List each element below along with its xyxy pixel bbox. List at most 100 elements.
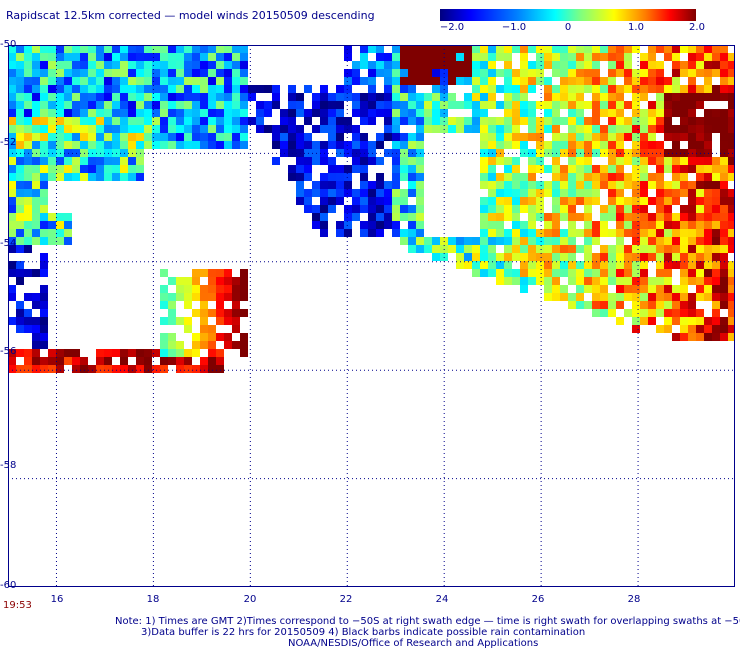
wind-cell xyxy=(120,125,128,133)
wind-cell xyxy=(184,69,192,77)
wind-cell xyxy=(40,157,48,165)
wind-cell xyxy=(536,133,544,141)
wind-cell xyxy=(408,53,416,61)
wind-cell xyxy=(488,133,496,141)
wind-cell xyxy=(224,61,232,69)
wind-cell xyxy=(448,125,456,133)
wind-cell xyxy=(24,325,32,333)
wind-cell xyxy=(112,53,120,61)
wind-cell xyxy=(688,157,696,165)
wind-cell xyxy=(720,181,728,189)
wind-cell xyxy=(248,85,256,93)
wind-cell xyxy=(688,53,696,61)
wind-cell xyxy=(488,77,496,85)
wind-cell xyxy=(160,61,168,69)
wind-cell xyxy=(520,141,528,149)
wind-cell xyxy=(408,205,416,213)
wind-cell xyxy=(712,61,720,69)
wind-cell xyxy=(168,277,176,285)
wind-cell xyxy=(488,237,496,245)
wind-cell xyxy=(152,85,160,93)
wind-cell xyxy=(560,93,568,101)
wind-cell xyxy=(144,77,152,85)
wind-cell xyxy=(664,45,672,53)
wind-cell xyxy=(560,69,568,77)
wind-cell xyxy=(544,293,552,301)
wind-cell xyxy=(208,101,216,109)
wind-cell xyxy=(160,333,168,341)
wind-cell xyxy=(432,69,440,77)
wind-cell xyxy=(32,189,40,197)
wind-cell xyxy=(320,125,328,133)
wind-cell xyxy=(168,77,176,85)
wind-cell xyxy=(408,45,416,53)
colorbar-label: 1.0 xyxy=(628,22,644,33)
wind-cell xyxy=(184,349,192,357)
wind-cell xyxy=(584,61,592,69)
wind-cell xyxy=(672,317,680,325)
wind-cell xyxy=(464,117,472,125)
wind-cell xyxy=(360,109,368,117)
wind-cell xyxy=(392,165,400,173)
wind-cell xyxy=(16,85,24,93)
wind-cell xyxy=(256,109,264,117)
wind-cell xyxy=(608,93,616,101)
wind-cell xyxy=(216,269,224,277)
wind-cell xyxy=(16,141,24,149)
wind-cell xyxy=(64,141,72,149)
wind-cell xyxy=(600,93,608,101)
wind-cell xyxy=(576,269,584,277)
wind-cell xyxy=(16,365,24,373)
wind-cell xyxy=(648,197,656,205)
wind-cell xyxy=(200,93,208,101)
wind-cell xyxy=(544,237,552,245)
wind-cell xyxy=(552,45,560,53)
wind-cell xyxy=(632,325,640,333)
wind-cell xyxy=(8,229,16,237)
wind-cell xyxy=(608,261,616,269)
wind-cell xyxy=(640,317,648,325)
wind-cell xyxy=(456,53,464,61)
wind-cell xyxy=(656,189,664,197)
wind-cell xyxy=(24,165,32,173)
wind-cell xyxy=(720,69,728,77)
wind-cell xyxy=(168,93,176,101)
wind-cell xyxy=(416,237,424,245)
wind-cell xyxy=(200,357,208,365)
wind-cell xyxy=(576,117,584,125)
note-line-2: 3)Data buffer is 22 hrs for 20150509 4) … xyxy=(141,627,586,638)
wind-cell xyxy=(496,45,504,53)
wind-cell xyxy=(568,45,576,53)
wind-cell xyxy=(720,157,728,165)
wind-cell xyxy=(48,173,56,181)
wind-cell xyxy=(176,125,184,133)
lon-label: 20 xyxy=(243,594,257,605)
wind-cell xyxy=(632,261,640,269)
wind-cell xyxy=(400,45,408,53)
wind-cell xyxy=(184,77,192,85)
wind-cell xyxy=(56,77,64,85)
wind-cell xyxy=(232,125,240,133)
wind-cell xyxy=(632,45,640,53)
wind-cell xyxy=(72,357,80,365)
wind-cell xyxy=(608,197,616,205)
wind-cell xyxy=(648,141,656,149)
wind-cell xyxy=(112,101,120,109)
wind-cell xyxy=(224,93,232,101)
wind-cell xyxy=(656,141,664,149)
wind-cell xyxy=(648,285,656,293)
wind-cell xyxy=(680,173,688,181)
wind-cell xyxy=(520,181,528,189)
wind-cell xyxy=(656,229,664,237)
wind-cell xyxy=(80,109,88,117)
wind-cell xyxy=(632,301,640,309)
wind-cell xyxy=(680,45,688,53)
wind-cell xyxy=(40,109,48,117)
wind-cell xyxy=(224,133,232,141)
wind-cell xyxy=(680,229,688,237)
wind-cell xyxy=(704,141,712,149)
wind-cell xyxy=(664,301,672,309)
wind-cell xyxy=(368,109,376,117)
wind-cell xyxy=(464,125,472,133)
wind-cell xyxy=(504,85,512,93)
